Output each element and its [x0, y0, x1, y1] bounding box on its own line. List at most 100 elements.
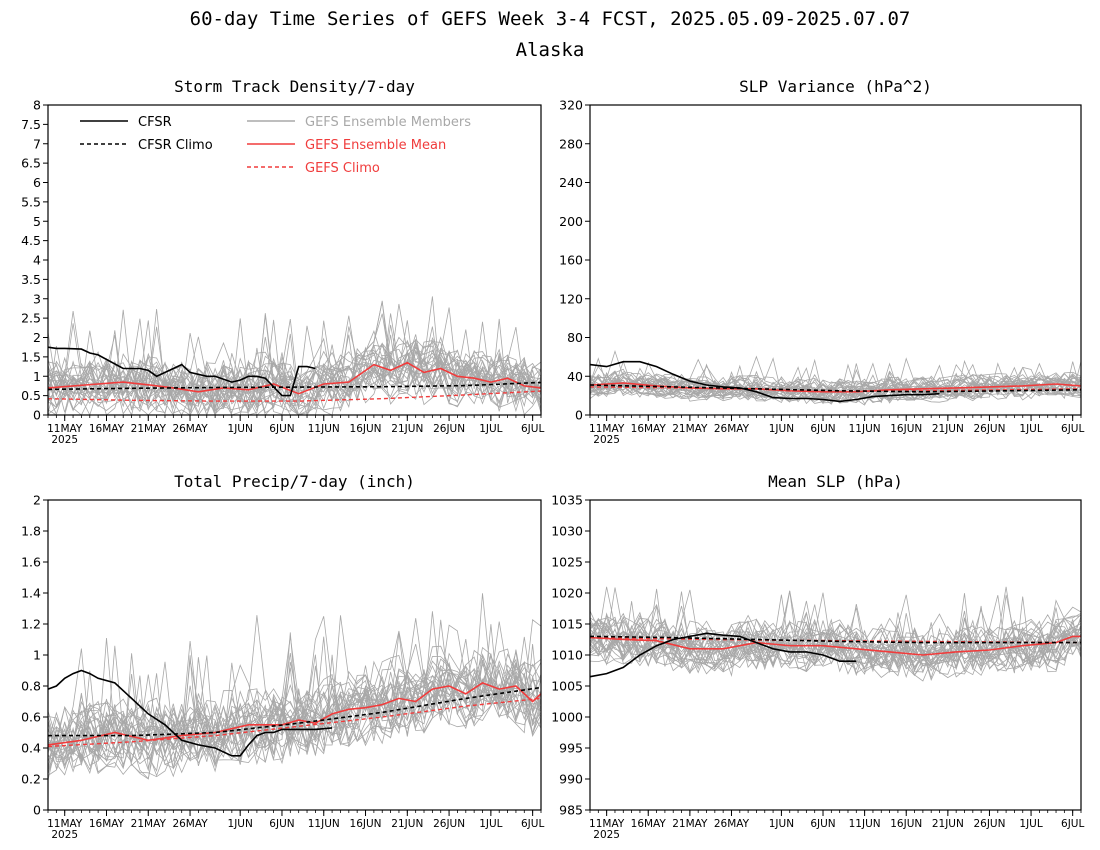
x-tick-label: 16MAY — [631, 818, 667, 830]
y-tick-label: 1035 — [551, 493, 583, 508]
legend-label: CFSR — [138, 115, 172, 130]
x-tick-label: 6JUL — [1061, 818, 1084, 830]
x-tick-label: 26JUN — [973, 423, 1005, 435]
x-tick-label: 1JUL — [1019, 423, 1042, 435]
legend: CFSR CFSR Climo GEFS Ensemble Members GEFS … — [80, 115, 471, 176]
member-line — [47, 367, 542, 417]
x-tick-label: 21JUN — [391, 423, 423, 435]
y-tick-label: 6.5 — [21, 156, 41, 171]
panel-title: Total Precip/7-day (inch) — [174, 472, 415, 491]
x-tick-label: 26MAY — [714, 423, 750, 435]
member-line — [589, 361, 1082, 405]
x-tick-label: 1JUN — [769, 423, 794, 435]
y-tick-label: 320 — [559, 98, 583, 113]
y-tick-label: 1005 — [551, 679, 583, 694]
legend-label: GEFS Ensemble Mean — [305, 138, 446, 153]
x-tick-label: 21JUN — [391, 818, 423, 830]
mean-line — [47, 682, 542, 746]
member-line — [47, 313, 542, 412]
member-line — [47, 669, 542, 771]
panel-title: Mean SLP (hPa) — [768, 472, 903, 491]
member-line — [589, 595, 1082, 665]
panel-3: Total Precip/7-day (inch)00.20.40.60.811… — [21, 472, 544, 841]
cfsr-line — [589, 632, 857, 678]
member-line — [589, 616, 1082, 665]
y-tick-label: 990 — [559, 772, 583, 787]
x-tick-label: 6JUN — [269, 818, 294, 830]
x-tick-label: 6JUL — [521, 818, 544, 830]
y-tick-label: 7.5 — [21, 117, 41, 132]
x-tick-label: 1JUN — [228, 423, 253, 435]
y-tick-label: 1.8 — [21, 524, 41, 539]
y-tick-label: 1.2 — [21, 617, 41, 632]
member-line — [47, 673, 542, 776]
mean-line — [589, 635, 1081, 656]
x-year-label: 2025 — [593, 434, 620, 446]
x-tick-label: 26MAY — [172, 818, 208, 830]
y-tick-label: 2 — [33, 493, 41, 508]
y-tick-label: 6 — [33, 175, 41, 190]
y-tick-label: 0 — [575, 408, 583, 423]
ensemble-members — [47, 593, 542, 781]
x-tick-label: 21JUN — [932, 818, 964, 830]
x-tick-label: 11JUN — [308, 818, 340, 830]
y-tick-label: 3.5 — [21, 272, 41, 287]
y-tick-label: 0.4 — [21, 741, 41, 756]
member-line — [47, 315, 542, 407]
x-tick-label: 11MAY — [589, 423, 625, 435]
x-tick-label: 21MAY — [131, 423, 167, 435]
figure-subtitle: Alaska — [516, 39, 585, 61]
x-tick-label: 11JUN — [849, 818, 881, 830]
member-line — [47, 632, 542, 758]
x-tick-label: 26JUN — [433, 423, 465, 435]
y-tick-label: 2.5 — [21, 311, 41, 326]
y-tick-label: 4.5 — [21, 233, 41, 248]
mean-line — [47, 361, 542, 395]
member-line — [589, 358, 1082, 396]
figure-title: 60-day Time Series of GEFS Week 3-4 FCST… — [190, 8, 911, 30]
x-tick-label: 6JUN — [269, 423, 294, 435]
y-tick-label: 200 — [559, 214, 583, 229]
panel-4: Mean SLP (hPa) 985 990 995 1000 1005 1010 1015 1… — [551, 472, 1084, 841]
panel-title: Storm Track Density/7-day — [174, 77, 415, 96]
x-tick-label: 26JUN — [973, 818, 1005, 830]
y-tick-label: 160 — [559, 253, 583, 268]
y-tick-label: 0.2 — [21, 772, 41, 787]
y-tick-label: 985 — [559, 803, 583, 818]
cfsr-climo-line — [589, 635, 1081, 644]
cfsr-line — [47, 669, 333, 757]
x-year-label: 2025 — [51, 829, 78, 841]
x-tick-label: 16MAY — [89, 423, 125, 435]
member-line — [47, 326, 542, 416]
x-tick-label: 11JUN — [308, 423, 340, 435]
x-tick-label: 21MAY — [672, 818, 708, 830]
x-tick-label: 16JUN — [890, 818, 922, 830]
member-line — [47, 619, 542, 780]
y-tick-label: 1.4 — [21, 586, 41, 601]
y-tick-label: 120 — [559, 291, 583, 306]
x-tick-label: 1JUN — [769, 818, 794, 830]
y-tick-label: 995 — [559, 741, 583, 756]
panels-group: Storm Track Density/7-day 0 0.5 1 1.5 2 2.5 3 3.… — [21, 77, 1084, 841]
x-tick-label: 26MAY — [714, 818, 750, 830]
member-line — [47, 320, 542, 416]
mean-line — [589, 382, 1082, 393]
x-tick-label: 16JUN — [350, 423, 382, 435]
x-tick-label: 1JUN — [228, 818, 253, 830]
ensemble-members — [47, 296, 542, 417]
member-line — [47, 611, 542, 778]
plot-frame — [47, 499, 542, 811]
x-year-label: 2025 — [51, 434, 78, 446]
y-tick-label: 1010 — [551, 648, 583, 663]
ensemble-members — [589, 586, 1082, 682]
x-tick-label: 16MAY — [631, 423, 667, 435]
y-tick-label: 40 — [567, 369, 583, 384]
x-tick-label: 11MAY — [47, 818, 83, 830]
x-tick-label: 11MAY — [47, 423, 83, 435]
y-tick-label: 1000 — [551, 710, 583, 725]
x-tick-label: 1JUL — [1019, 818, 1042, 830]
x-tick-label: 16JUN — [890, 423, 922, 435]
legend-label: CFSR Climo — [138, 138, 213, 153]
legend-label: GEFS Ensemble Members — [305, 115, 471, 130]
